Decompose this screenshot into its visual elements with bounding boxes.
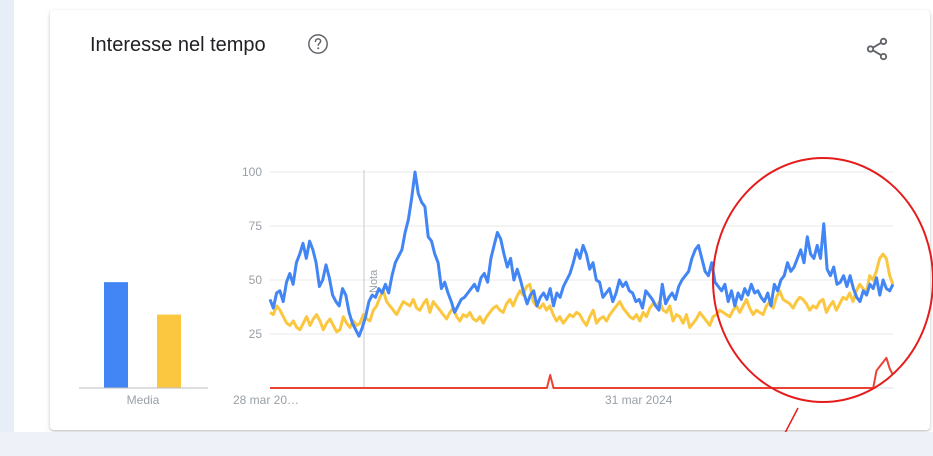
line-series-1 bbox=[268, 170, 895, 338]
note-marker-label: Nota bbox=[368, 269, 380, 293]
line-series-3 bbox=[270, 356, 894, 389]
highlight-circle bbox=[712, 157, 933, 403]
average-bar-chart: Media bbox=[79, 282, 208, 407]
y-axis-ticks: 25 50 75 100 bbox=[242, 165, 262, 341]
card-title: Interesse nel tempo bbox=[90, 34, 266, 56]
page-background-strip bbox=[0, 0, 14, 456]
help-circle-icon[interactable] bbox=[307, 33, 329, 55]
y-tick-label-100: 100 bbox=[242, 165, 262, 179]
share-icon[interactable] bbox=[864, 36, 890, 62]
interest-over-time-card bbox=[50, 10, 930, 430]
y-tick-label-75: 75 bbox=[249, 219, 263, 233]
average-bar-series-2 bbox=[157, 314, 181, 388]
line-series-2 bbox=[269, 252, 895, 334]
y-tick-label-50: 50 bbox=[249, 273, 263, 287]
average-category-label: Media bbox=[127, 393, 160, 407]
series-lines bbox=[268, 170, 895, 389]
x-tick-label-mid: 31 mar 2024 bbox=[605, 393, 673, 407]
bottom-background-band bbox=[0, 432, 933, 456]
gridlines bbox=[270, 171, 893, 335]
x-tick-label-start: 28 mar 20… bbox=[233, 393, 299, 407]
average-bar-series-1 bbox=[104, 282, 128, 388]
y-tick-label-25: 25 bbox=[249, 327, 263, 341]
